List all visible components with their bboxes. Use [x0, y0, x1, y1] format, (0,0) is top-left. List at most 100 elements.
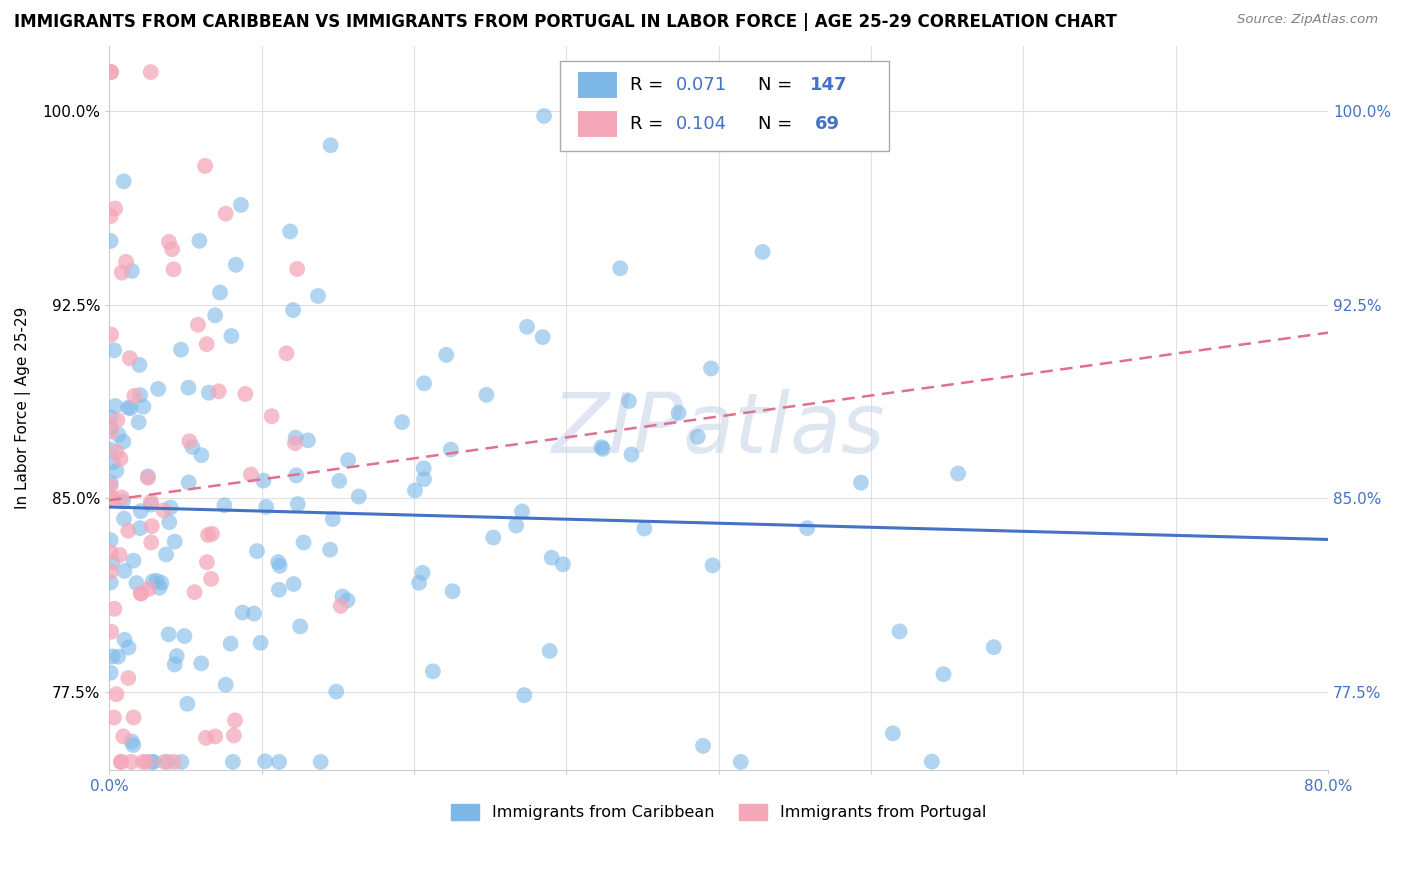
- Point: [103, 710, 125, 724]
- Point: [285, 468, 308, 483]
- Point: [538, 644, 561, 658]
- Point: [132, 400, 155, 414]
- Point: [278, 224, 301, 238]
- Point: [194, 159, 217, 173]
- Point: [181, 440, 204, 454]
- Point: [195, 555, 218, 569]
- Point: [100, 475, 122, 490]
- Point: [177, 475, 200, 490]
- Point: [249, 636, 271, 650]
- Point: [183, 585, 205, 599]
- Point: [609, 261, 631, 276]
- Point: [156, 755, 179, 769]
- Point: [204, 308, 226, 322]
- Point: [100, 442, 122, 457]
- Point: [117, 401, 139, 415]
- Point: [297, 434, 319, 448]
- Point: [122, 554, 145, 568]
- Point: [309, 755, 332, 769]
- Point: [287, 497, 309, 511]
- Point: [117, 524, 139, 538]
- Point: [190, 657, 212, 671]
- Point: [112, 434, 135, 449]
- Point: [128, 358, 150, 372]
- Point: [235, 387, 257, 401]
- Point: [591, 440, 613, 454]
- Point: [222, 729, 245, 743]
- Text: R =: R =: [630, 115, 669, 133]
- Point: [197, 528, 219, 542]
- Point: [101, 455, 124, 469]
- Point: [290, 619, 312, 633]
- Text: ZIPatlas: ZIPatlas: [551, 389, 886, 470]
- Point: [101, 555, 124, 569]
- Point: [440, 442, 463, 457]
- Point: [159, 500, 181, 515]
- Point: [796, 521, 818, 535]
- Point: [239, 467, 262, 482]
- Point: [505, 518, 527, 533]
- Point: [329, 599, 352, 613]
- Point: [513, 688, 536, 702]
- Point: [188, 234, 211, 248]
- Point: [100, 545, 122, 559]
- Point: [111, 266, 134, 280]
- Point: [197, 385, 219, 400]
- Point: [120, 755, 142, 769]
- Point: [882, 726, 904, 740]
- Point: [100, 410, 122, 425]
- Point: [128, 415, 150, 429]
- Text: 0.104: 0.104: [676, 115, 727, 133]
- Point: [229, 198, 252, 212]
- Point: [118, 351, 141, 366]
- Point: [136, 471, 159, 485]
- Point: [117, 671, 139, 685]
- Point: [139, 65, 162, 79]
- Point: [200, 572, 222, 586]
- Point: [243, 607, 266, 621]
- Point: [633, 521, 655, 535]
- Point: [105, 464, 128, 478]
- Point: [267, 582, 290, 597]
- Point: [422, 665, 444, 679]
- Point: [110, 755, 132, 769]
- Point: [413, 472, 436, 486]
- Point: [135, 755, 157, 769]
- Point: [142, 574, 165, 589]
- Legend: Immigrants from Caribbean, Immigrants from Portugal: Immigrants from Caribbean, Immigrants fr…: [444, 798, 993, 827]
- Point: [173, 629, 195, 643]
- Point: [117, 640, 139, 655]
- Point: [267, 555, 290, 569]
- Point: [162, 262, 184, 277]
- Point: [141, 519, 163, 533]
- Point: [276, 346, 298, 360]
- Point: [516, 319, 538, 334]
- Point: [122, 738, 145, 752]
- Point: [208, 285, 231, 300]
- Point: [160, 242, 183, 256]
- Point: [122, 710, 145, 724]
- Point: [103, 602, 125, 616]
- Point: [252, 474, 274, 488]
- Point: [686, 430, 709, 444]
- Point: [441, 584, 464, 599]
- Point: [163, 534, 186, 549]
- Point: [322, 512, 344, 526]
- FancyBboxPatch shape: [578, 111, 617, 136]
- Point: [269, 558, 291, 573]
- Point: [292, 535, 315, 549]
- Point: [889, 624, 911, 639]
- Point: [434, 348, 457, 362]
- Point: [125, 576, 148, 591]
- Point: [284, 436, 307, 450]
- Point: [177, 381, 200, 395]
- Point: [336, 593, 359, 607]
- Point: [983, 640, 1005, 655]
- Point: [617, 394, 640, 409]
- Text: N =: N =: [758, 76, 797, 94]
- Point: [115, 254, 138, 268]
- Point: [100, 491, 122, 505]
- Point: [551, 558, 574, 572]
- Text: 0.071: 0.071: [676, 76, 727, 94]
- Point: [319, 138, 342, 153]
